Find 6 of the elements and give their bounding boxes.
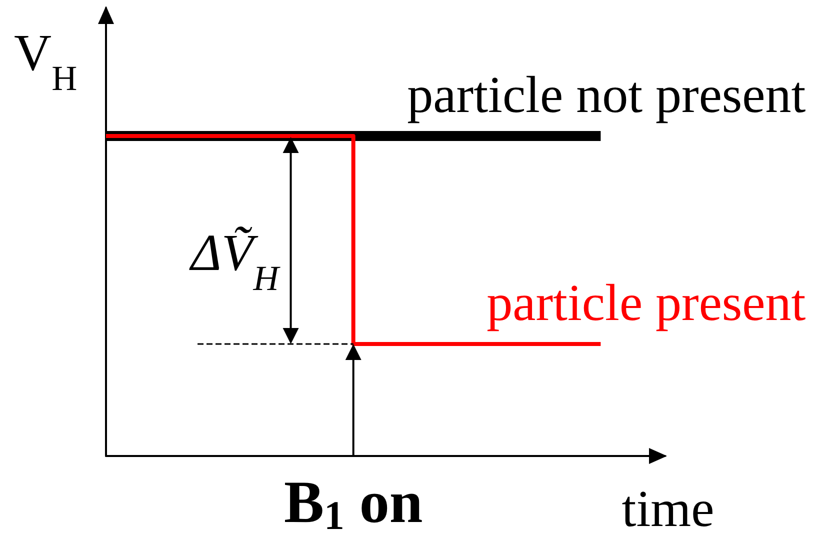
series-label: particle not present — [407, 67, 806, 124]
y-axis-title: V$_{H}$ — [14, 25, 78, 98]
annotation: ΔṼ$_{H}$ — [188, 225, 282, 298]
series-label: particle present — [486, 275, 806, 332]
text: B$_{1}$ on — [284, 469, 423, 538]
x-axis-title: time — [622, 481, 714, 538]
